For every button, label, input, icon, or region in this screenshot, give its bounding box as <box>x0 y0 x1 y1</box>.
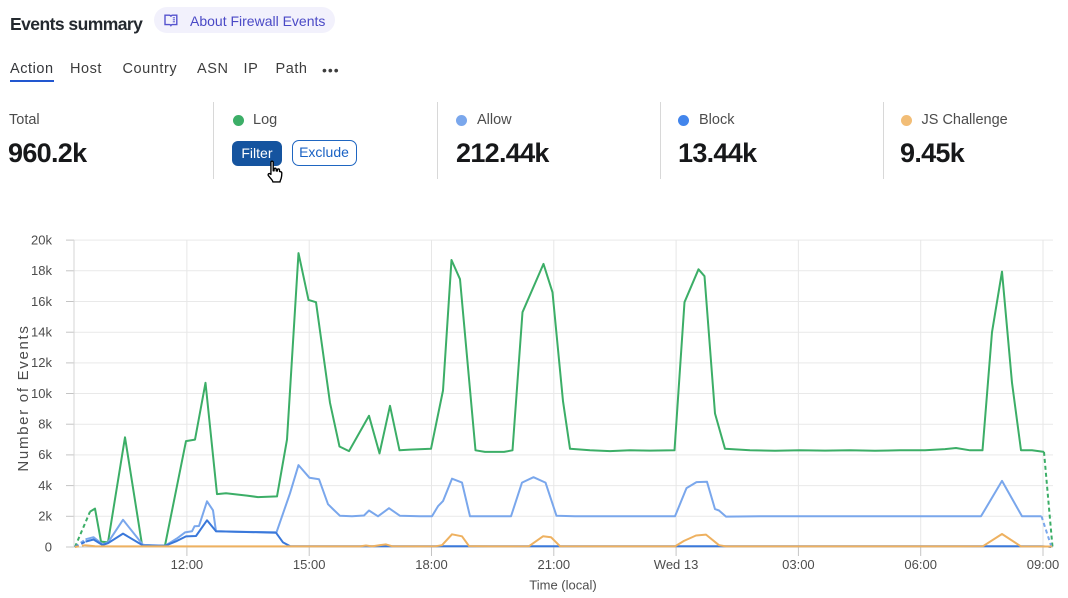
svg-text:0: 0 <box>45 539 52 554</box>
svg-text:06:00: 06:00 <box>904 557 937 572</box>
svg-text:Time (local): Time (local) <box>529 578 596 593</box>
svg-text:4k: 4k <box>38 478 52 493</box>
svg-text:8k: 8k <box>38 417 52 432</box>
svg-text:Number of Events: Number of Events <box>15 324 32 471</box>
svg-text:Wed 13: Wed 13 <box>654 557 699 572</box>
svg-text:18:00: 18:00 <box>415 557 448 572</box>
svg-text:12k: 12k <box>31 355 52 370</box>
svg-text:03:00: 03:00 <box>782 557 815 572</box>
svg-text:09:00: 09:00 <box>1027 557 1060 572</box>
svg-text:2k: 2k <box>38 509 52 524</box>
svg-text:6k: 6k <box>38 447 52 462</box>
svg-text:16k: 16k <box>31 294 52 309</box>
svg-text:14k: 14k <box>31 325 52 340</box>
svg-text:10k: 10k <box>31 386 52 401</box>
svg-text:12:00: 12:00 <box>171 557 204 572</box>
svg-text:15:00: 15:00 <box>293 557 326 572</box>
svg-text:18k: 18k <box>31 263 52 278</box>
svg-text:21:00: 21:00 <box>538 557 571 572</box>
svg-text:20k: 20k <box>31 232 52 247</box>
